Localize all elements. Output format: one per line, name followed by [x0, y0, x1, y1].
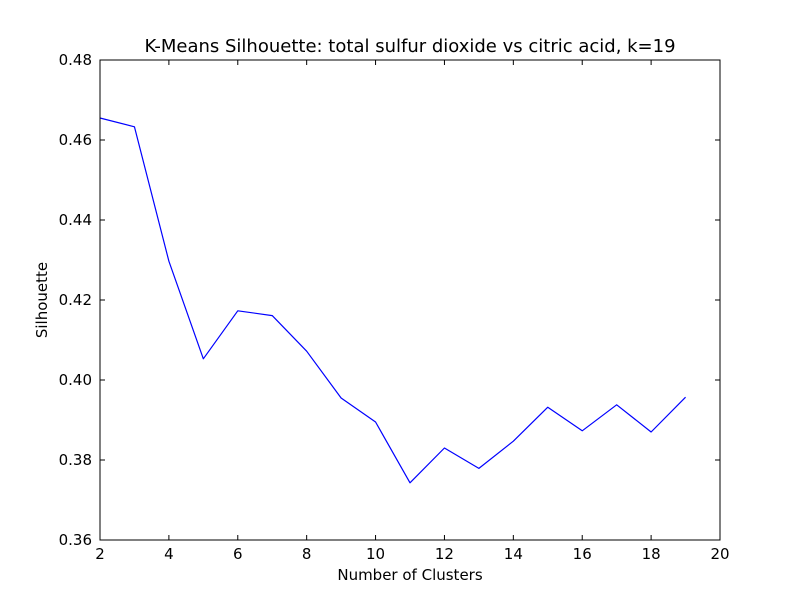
- series-line-0: [99, 117, 686, 484]
- y-tick-label-2: 0.40: [59, 371, 92, 389]
- y-tick-label-5: 0.46: [59, 131, 92, 149]
- x-tick-label-6: 6: [233, 545, 243, 563]
- y-axis-label: Silhouette: [33, 262, 51, 338]
- x-tick-label-14: 14: [504, 545, 523, 563]
- x-tick-label-8: 8: [302, 545, 312, 563]
- x-tick-label-16: 16: [573, 545, 592, 563]
- plot-frame: [99, 59, 721, 541]
- y-tick-label-4: 0.44: [59, 211, 92, 229]
- plot-area: 2 4 6 8 10 12 14 16 18 20 0.36 0.38 0.40 0.42 0.44 0.46…: [59, 51, 730, 563]
- x-tick-label-20: 20: [710, 545, 729, 563]
- y-tick-label-6: 0.48: [59, 51, 92, 69]
- x-tick-label-4: 4: [164, 545, 174, 563]
- y-tick-label-3: 0.42: [59, 291, 92, 309]
- x-tick-label-12: 12: [435, 545, 454, 563]
- x-tick-label-18: 18: [642, 545, 661, 563]
- y-tick-label-0: 0.36: [59, 531, 92, 549]
- x-tick-label-2: 2: [95, 545, 105, 563]
- x-tick-label-10: 10: [366, 545, 385, 563]
- x-axis-label: Number of Clusters: [337, 566, 482, 584]
- y-tick-label-1: 0.38: [59, 451, 92, 469]
- chart-title: K-Means Silhouette: total sulfur dioxide…: [144, 36, 675, 57]
